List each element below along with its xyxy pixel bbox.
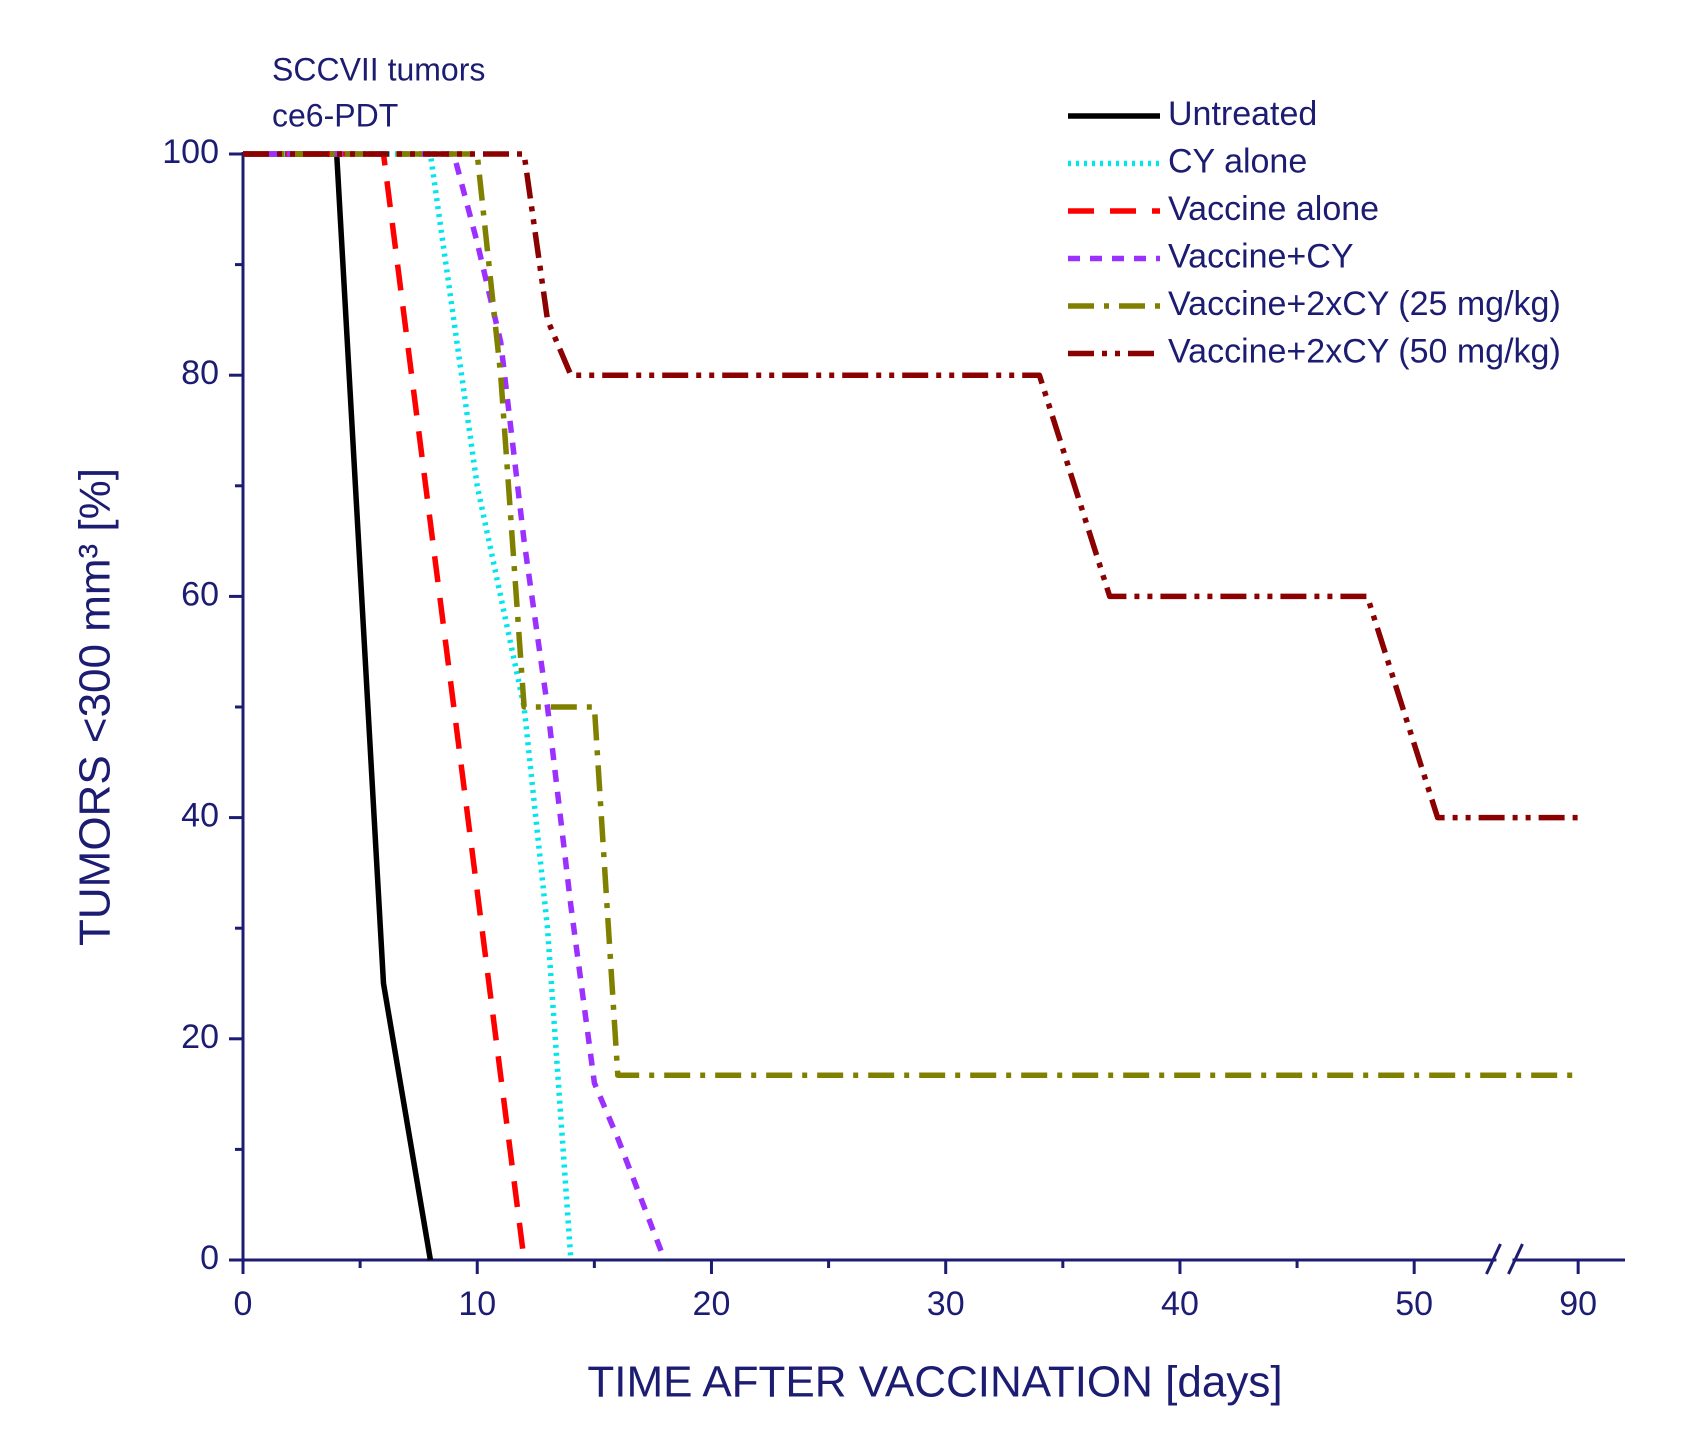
x-tick-label: 30 bbox=[927, 1285, 965, 1323]
x-tick-label: 90 bbox=[1559, 1285, 1597, 1323]
legend-label: Vaccine+2xCY (50 mg/kg) bbox=[1168, 332, 1561, 370]
y-tick-label: 60 bbox=[181, 575, 219, 613]
y-tick-label: 20 bbox=[181, 1018, 219, 1056]
legend-label: CY alone bbox=[1168, 142, 1307, 180]
series-line bbox=[243, 151, 527, 1261]
x-tick-label: 10 bbox=[458, 1285, 496, 1323]
legend-label: Vaccine alone bbox=[1168, 190, 1379, 228]
series-line bbox=[243, 151, 1579, 821]
x-tick-label: 40 bbox=[1161, 1285, 1199, 1323]
y-tick-label: 0 bbox=[200, 1239, 219, 1277]
series-line bbox=[243, 151, 1579, 1079]
annotation: SCCVII tumors bbox=[272, 51, 485, 87]
y-tick-label: 40 bbox=[181, 797, 219, 835]
y-axis-label: TUMORS <300 mm³ [%] bbox=[71, 468, 120, 946]
legend-label: Vaccine+CY bbox=[1168, 237, 1354, 275]
y-tick-label: 100 bbox=[162, 133, 219, 171]
axis-break bbox=[1485, 1243, 1502, 1275]
x-tick-label: 0 bbox=[234, 1285, 253, 1323]
x-axis-label: TIME AFTER VACCINATION [days] bbox=[587, 1358, 1282, 1407]
legend-label: Untreated bbox=[1168, 95, 1317, 133]
y-tick-label: 80 bbox=[181, 354, 219, 392]
series-line bbox=[243, 151, 668, 1261]
legend-label: Vaccine+2xCY (25 mg/kg) bbox=[1168, 285, 1561, 323]
annotation: ce6-PDT bbox=[272, 97, 398, 133]
axis-break bbox=[1507, 1243, 1524, 1275]
x-tick-label: 50 bbox=[1395, 1285, 1433, 1323]
x-tick-label: 20 bbox=[693, 1285, 731, 1323]
